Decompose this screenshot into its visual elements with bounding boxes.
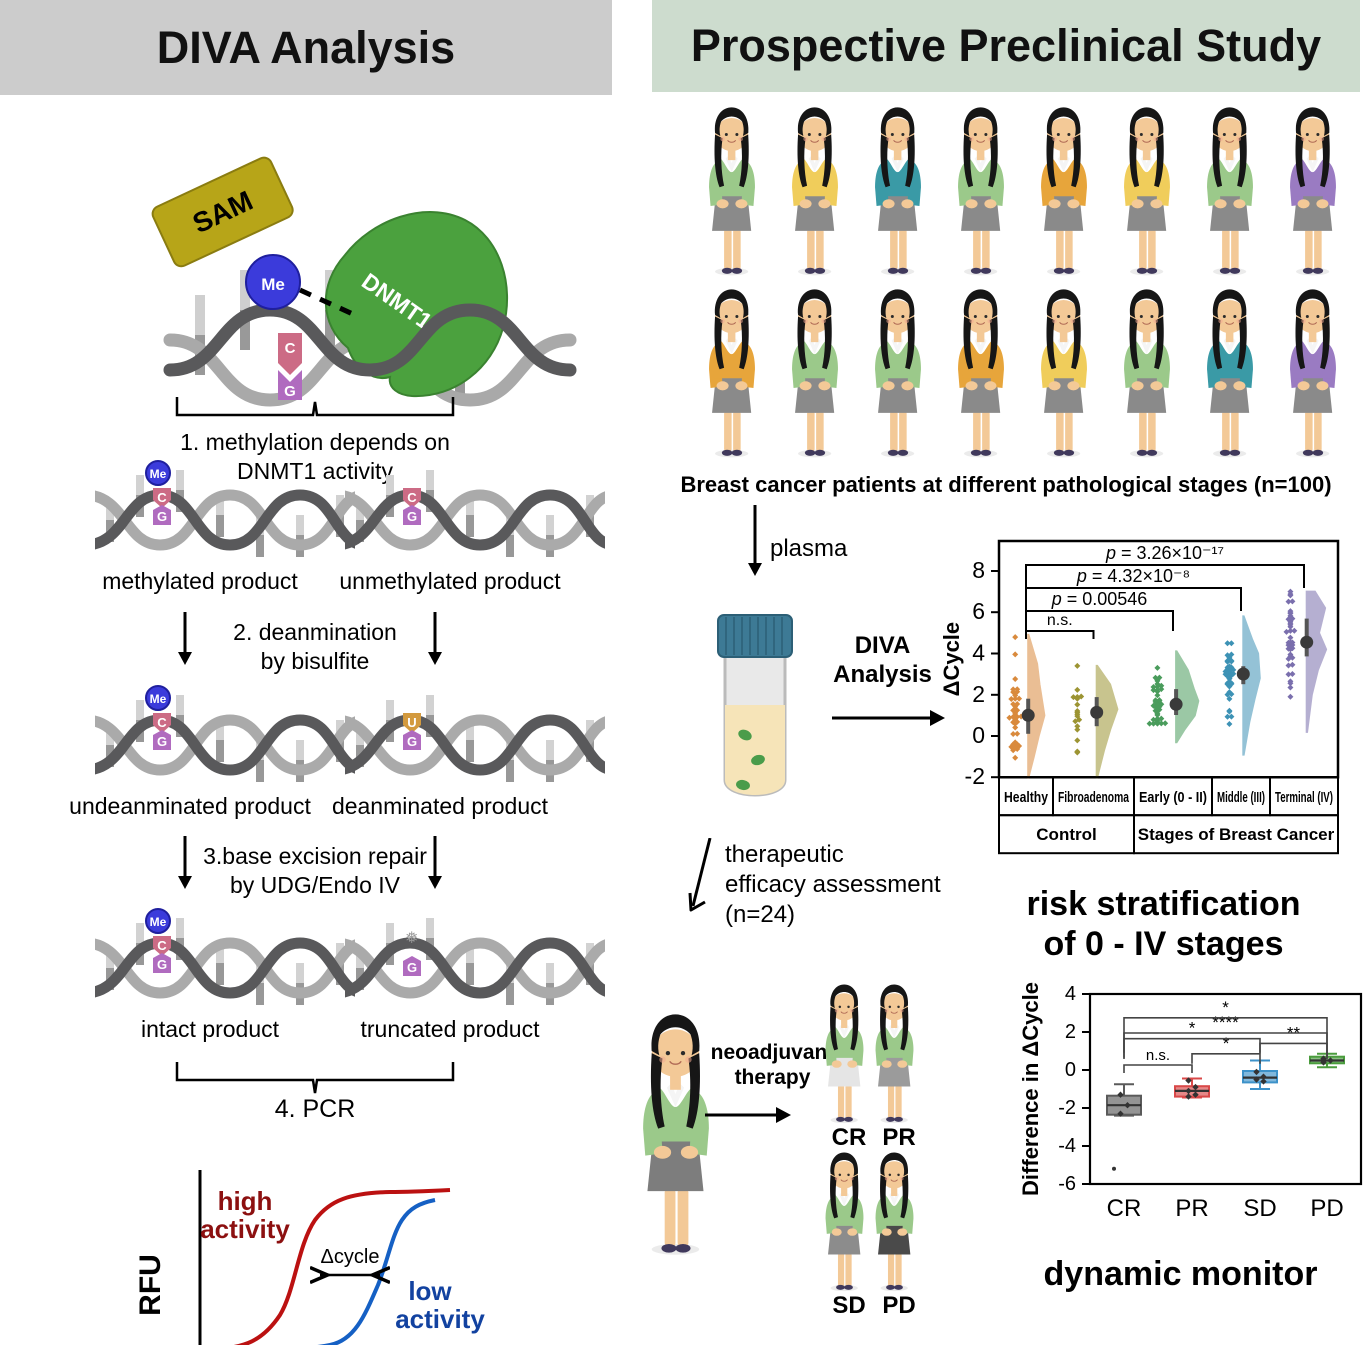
- svg-text:n.s.: n.s.: [1146, 1047, 1170, 1064]
- svg-text:p = 0.00546: p = 0.00546: [1051, 589, 1148, 609]
- svg-text:Me: Me: [261, 275, 285, 294]
- svg-text:4: 4: [972, 640, 985, 666]
- svg-text:*: *: [1189, 1019, 1196, 1038]
- svg-text:low: low: [408, 1276, 452, 1306]
- svg-text:Healthy: Healthy: [1004, 790, 1048, 806]
- svg-text:high: high: [218, 1186, 273, 1216]
- svg-text:8: 8: [972, 557, 985, 583]
- svg-text:Stages of Breast Cancer: Stages of Breast Cancer: [1138, 825, 1335, 844]
- svg-text:**: **: [1287, 1023, 1301, 1042]
- svg-text:SD: SD: [1243, 1195, 1276, 1222]
- svg-text:RFU: RFU: [134, 1254, 167, 1316]
- svg-text:Difference in ΔCycle: Difference in ΔCycle: [1018, 982, 1043, 1196]
- svg-text:-6: -6: [1058, 1173, 1076, 1195]
- svg-text:CR: CR: [1107, 1195, 1142, 1222]
- svg-text:Fibroadenoma: Fibroadenoma: [1058, 790, 1130, 806]
- svg-text:****: ****: [1212, 1013, 1239, 1032]
- svg-text:*: *: [1222, 998, 1229, 1017]
- svg-text:Middle (III): Middle (III): [1217, 790, 1265, 806]
- svg-text:PR: PR: [1175, 1195, 1208, 1222]
- svg-text:*: *: [1223, 1034, 1230, 1053]
- svg-text:Δcycle: Δcycle: [321, 1246, 380, 1268]
- svg-text:Control: Control: [1036, 825, 1096, 844]
- svg-text:n.s.: n.s.: [1047, 612, 1073, 629]
- svg-text:6: 6: [972, 598, 985, 624]
- svg-text:-2: -2: [1058, 1097, 1076, 1119]
- svg-text:0: 0: [972, 722, 985, 748]
- svg-text:p = 3.26×10⁻¹⁷: p = 3.26×10⁻¹⁷: [1105, 543, 1224, 563]
- svg-text:activity: activity: [395, 1304, 485, 1334]
- svg-text:PD: PD: [1310, 1195, 1343, 1222]
- svg-text:C: C: [285, 340, 296, 357]
- svg-text:2: 2: [1065, 1021, 1076, 1043]
- svg-text:Early (0 - II): Early (0 - II): [1139, 790, 1207, 806]
- svg-text:-4: -4: [1058, 1135, 1076, 1157]
- svg-text:4: 4: [1065, 983, 1076, 1005]
- svg-text:2: 2: [972, 681, 985, 707]
- svg-text:-2: -2: [965, 763, 985, 789]
- svg-text:Terminal (IV): Terminal (IV): [1275, 790, 1333, 806]
- svg-text:p = 4.32×10⁻⁸: p = 4.32×10⁻⁸: [1076, 566, 1190, 586]
- svg-text:activity: activity: [200, 1214, 290, 1244]
- svg-text:0: 0: [1065, 1059, 1076, 1081]
